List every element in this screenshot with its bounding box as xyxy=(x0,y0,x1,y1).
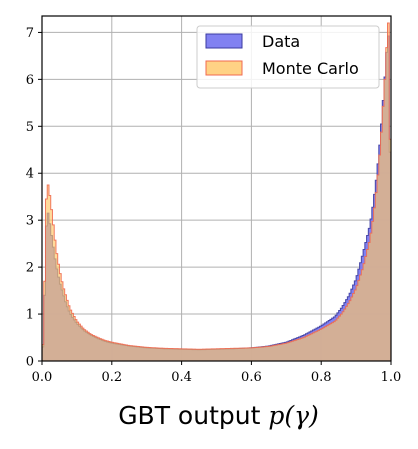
y-tick-label-7: 7 xyxy=(26,26,34,41)
x-tick-label-4: 0.8 xyxy=(311,370,332,385)
x-tick-label-1: 0.2 xyxy=(101,370,122,385)
y-tick-label-6: 6 xyxy=(26,73,34,88)
y-tick-label-0: 0 xyxy=(26,355,34,370)
y-tick-label-3: 3 xyxy=(26,214,34,229)
x-axis-title: GBT output p(γ) xyxy=(118,401,319,430)
series-monte-carlo xyxy=(41,22,392,362)
legend-label-monte-carlo: Monte Carlo xyxy=(262,59,359,78)
x-axis-ticks: 0.0 0.2 0.4 0.6 0.8 1.0 xyxy=(32,361,402,385)
x-tick-label-2: 0.4 xyxy=(171,370,192,385)
y-tick-label-2: 2 xyxy=(26,261,34,276)
x-tick-label-5: 1.0 xyxy=(381,370,402,385)
histogram-edge-1 xyxy=(41,22,392,362)
x-axis-title-math: p(γ) xyxy=(268,401,318,430)
y-tick-label-5: 5 xyxy=(26,120,34,135)
histogram-fill-1 xyxy=(42,23,391,361)
legend-swatch-monte-carlo xyxy=(205,60,243,76)
x-axis-title-text: GBT output xyxy=(118,401,260,430)
legend-swatch-data xyxy=(205,33,243,49)
plot-frame xyxy=(41,15,392,362)
y-tick-label-1: 1 xyxy=(26,308,34,323)
x-tick-label-3: 0.6 xyxy=(241,370,262,385)
y-tick-label-4: 4 xyxy=(26,167,34,182)
x-tick-label-0: 0.0 xyxy=(32,370,53,385)
histogram-series xyxy=(41,22,392,362)
legend-label-data: Data xyxy=(262,32,300,51)
y-axis-ticks: 0 1 2 3 4 5 6 7 xyxy=(26,26,42,370)
legend: Data Monte Carlo xyxy=(196,25,380,89)
